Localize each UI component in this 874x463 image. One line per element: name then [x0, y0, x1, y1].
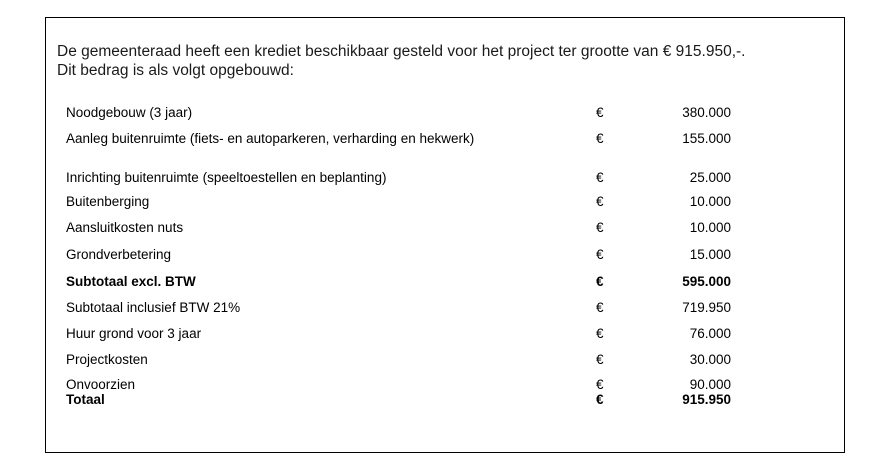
row-label: Aansluitkosten nuts: [66, 220, 184, 235]
row-amount: 155.000: [682, 131, 731, 146]
cost-row-buitenberging: Buitenberging € 10.000: [0, 193, 874, 211]
document-frame: [45, 17, 845, 453]
row-label: Noodgebouw (3 jaar): [66, 105, 193, 120]
row-label: Huur grond voor 3 jaar: [66, 326, 202, 341]
row-amount: 10.000: [689, 220, 731, 235]
row-label: Onvoorzien: [66, 377, 136, 392]
intro-line-1: De gemeenteraad heeft een krediet beschi…: [57, 43, 746, 60]
currency-symbol: €: [596, 105, 604, 120]
row-label: Subtotaal excl. BTW: [66, 274, 196, 289]
currency-symbol: €: [596, 300, 604, 315]
total-row: Totaal € 915.950: [0, 392, 874, 407]
cost-row-aanleg-buitenruimte: Aanleg buitenruimte (fiets- en autoparke…: [0, 130, 874, 148]
row-amount: 15.000: [689, 247, 731, 262]
cost-row-projectkosten: Projectkosten € 30.000: [0, 351, 874, 369]
currency-symbol: €: [596, 352, 604, 367]
currency-symbol: €: [596, 274, 604, 289]
cost-row-onvoorzien: Onvoorzien € 90.000: [0, 377, 874, 392]
row-label: Aanleg buitenruimte (fiets- en autoparke…: [66, 131, 475, 146]
currency-symbol: €: [596, 131, 604, 146]
subtotal-incl-btw-row: Subtotaal inclusief BTW 21% € 719.950: [0, 299, 874, 317]
row-amount: 90.000: [689, 377, 731, 392]
currency-symbol: €: [596, 194, 604, 209]
currency-symbol: €: [596, 377, 604, 392]
cost-row-huur-grond: Huur grond voor 3 jaar € 76.000: [0, 325, 874, 343]
row-amount: 380.000: [682, 105, 731, 120]
row-label: Grondverbetering: [66, 247, 172, 262]
row-amount: 595.000: [682, 274, 731, 289]
currency-symbol: €: [596, 220, 604, 235]
currency-symbol: €: [596, 326, 604, 341]
row-amount: 25.000: [689, 170, 731, 185]
row-amount: 76.000: [689, 326, 731, 341]
row-label: Totaal: [66, 392, 105, 407]
cost-row-aansluitkosten: Aansluitkosten nuts € 10.000: [0, 219, 874, 237]
cost-row-noodgebouw: Noodgebouw (3 jaar) € 380.000: [0, 104, 874, 122]
currency-symbol: €: [596, 170, 604, 185]
cost-row-grondverbetering: Grondverbetering € 15.000: [0, 246, 874, 264]
currency-symbol: €: [596, 392, 604, 407]
row-label: Projectkosten: [66, 352, 148, 367]
cost-row-inrichting-buitenruimte: Inrichting buitenruimte (speeltoestellen…: [0, 169, 874, 187]
row-amount: 10.000: [689, 194, 731, 209]
intro-line-2: Dit bedrag is als volgt opgebouwd:: [57, 62, 294, 79]
currency-symbol: €: [596, 247, 604, 262]
intro-text: De gemeenteraad heeft een krediet beschi…: [57, 42, 837, 80]
row-label: Subtotaal inclusief BTW 21%: [66, 300, 241, 315]
row-amount: 915.950: [682, 392, 731, 407]
subtotal-excl-btw-row: Subtotaal excl. BTW € 595.000: [0, 273, 874, 291]
row-amount: 719.950: [682, 300, 731, 315]
row-label: Buitenberging: [66, 194, 150, 209]
row-amount: 30.000: [689, 352, 731, 367]
row-label: Inrichting buitenruimte (speeltoestellen…: [66, 170, 387, 185]
